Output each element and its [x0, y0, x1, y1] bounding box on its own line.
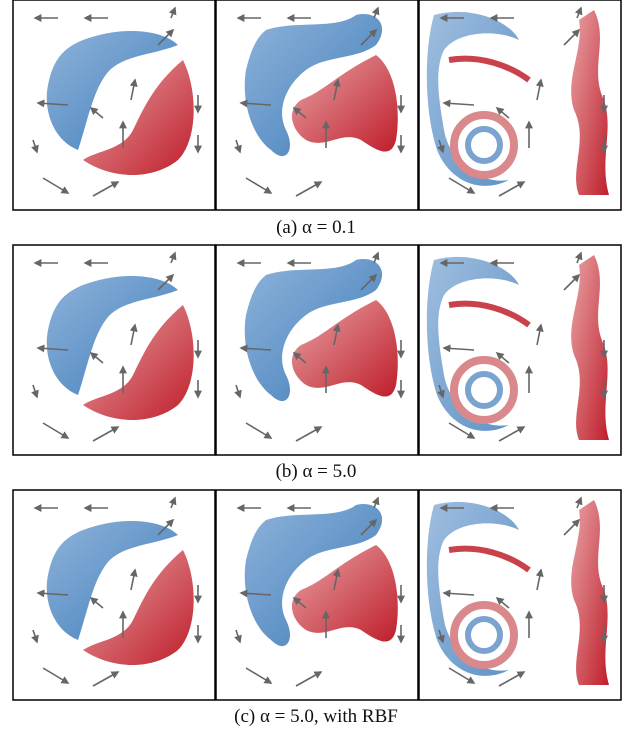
caption: (b) α = 5.0 — [276, 461, 357, 482]
caption: (c) α = 5.0, with RBF — [234, 706, 398, 727]
caption: (a) α = 0.1 — [276, 217, 356, 238]
figure: (a) α = 0.1 (b) α = 5.0 (c) α = 5.0, wit… — [0, 0, 632, 733]
panel-row-a — [13, 0, 621, 210]
panel-row-c — [13, 490, 621, 700]
page: (a) α = 0.1 (b) α = 5.0 (c) α = 5.0, wit… — [0, 0, 632, 733]
panel-row-b — [13, 245, 621, 455]
